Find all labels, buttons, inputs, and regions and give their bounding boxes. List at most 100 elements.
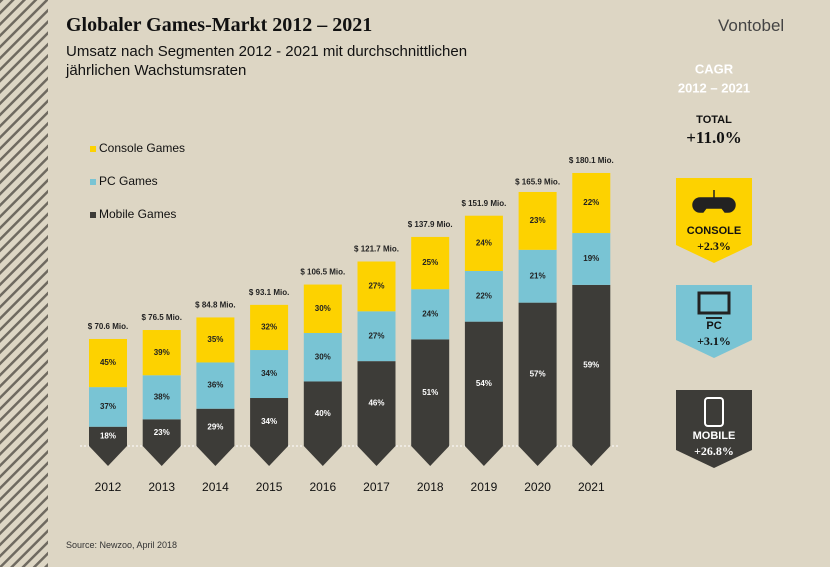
cagr-total-value: +11.0%	[686, 128, 742, 147]
x-tick-label: 2013	[148, 480, 175, 494]
bar-tip	[518, 446, 557, 466]
segment-label: 23%	[530, 216, 546, 225]
total-label: $ 180.1 Mio.	[569, 156, 614, 165]
segment-label: 18%	[100, 431, 116, 440]
bar-segment	[411, 339, 450, 446]
total-label: $ 76.5 Mio.	[141, 313, 181, 322]
legend-label: Mobile Games	[99, 207, 176, 221]
segment-label: 34%	[261, 417, 277, 426]
legend-label: Console Games	[99, 141, 185, 155]
bar-segment	[518, 249, 557, 303]
bar-tip	[250, 446, 289, 466]
cagr-box	[676, 285, 752, 358]
bar-segment	[518, 302, 557, 446]
x-tick-label: 2018	[417, 480, 444, 494]
subtitle: Umsatz nach Segmenten 2012 - 2021 mit du…	[66, 43, 468, 79]
stripe-border	[0, 0, 48, 567]
segment-label: 24%	[476, 238, 492, 247]
total-label: $ 121.7 Mio.	[354, 245, 399, 254]
bar-tip	[572, 446, 611, 466]
total-label: $ 165.9 Mio.	[515, 178, 560, 187]
cagr-item-label: CONSOLE	[687, 225, 741, 237]
bar-segment	[142, 375, 181, 420]
x-tick-label: 2014	[202, 480, 229, 494]
segment-label: 19%	[583, 254, 599, 263]
bar-segment	[250, 398, 289, 446]
x-tick-label: 2021	[578, 480, 605, 494]
bar-segment	[464, 321, 503, 446]
source: Source: Newzoo, April 2018	[66, 540, 178, 550]
bar-segment	[89, 387, 127, 427]
segment-label: 57%	[530, 369, 546, 378]
cagr-total-label: TOTAL	[696, 114, 732, 126]
x-tick-label: 2019	[471, 480, 498, 494]
bar-segment	[464, 215, 503, 271]
segment-label: 46%	[368, 399, 384, 408]
bar-segment	[250, 304, 289, 351]
cagr-item-value: +2.3%	[697, 239, 731, 253]
cagr-box	[676, 390, 752, 468]
segment-label: 27%	[368, 331, 384, 340]
bar-segment	[303, 381, 342, 446]
logo: Vontobel	[718, 16, 785, 35]
bar-segment	[572, 172, 611, 234]
segment-label: 34%	[261, 369, 277, 378]
x-tick-label: 2012	[95, 480, 122, 494]
cagr-item-label: MOBILE	[693, 430, 736, 442]
bar-segment	[411, 236, 450, 290]
bar-segment	[518, 191, 557, 250]
segment-label: 24%	[422, 309, 438, 318]
bar-tip	[357, 446, 396, 466]
segment-label: 39%	[154, 348, 170, 357]
cagr-item-label: PC	[706, 320, 721, 332]
segment-label: 45%	[100, 358, 116, 367]
bar-tip	[303, 446, 342, 466]
segment-label: 59%	[583, 361, 599, 370]
bar-segment	[464, 270, 503, 322]
bar-segment	[196, 362, 235, 409]
legend-swatch	[90, 179, 96, 185]
segment-label: 35%	[207, 335, 223, 344]
bar-segment	[572, 284, 611, 446]
x-tick-label: 2016	[309, 480, 336, 494]
segment-label: 23%	[154, 428, 170, 437]
segment-label: 37%	[100, 402, 116, 411]
total-label: $ 106.5 Mio.	[300, 268, 345, 277]
segment-label: 22%	[476, 291, 492, 300]
bar-segment	[303, 284, 342, 333]
total-label: $ 84.8 Mio.	[195, 301, 235, 310]
bar-segment	[357, 311, 396, 362]
segment-label: 21%	[530, 271, 546, 280]
bar-segment	[357, 261, 396, 312]
cagr-item-value: +3.1%	[697, 334, 731, 348]
x-tick-label: 2015	[256, 480, 283, 494]
bar-segment	[411, 289, 450, 340]
segment-label: 40%	[315, 409, 331, 418]
icon-phone	[704, 397, 724, 427]
x-tick-label: 2017	[363, 480, 390, 494]
segment-label: 22%	[583, 198, 599, 207]
segment-label: 36%	[207, 381, 223, 390]
segment-label: 27%	[368, 282, 384, 291]
bar-tip	[89, 446, 127, 466]
segment-label: 38%	[154, 392, 170, 401]
segment-label: 54%	[476, 379, 492, 388]
total-label: $ 151.9 Mio.	[461, 199, 506, 208]
bar-segment	[142, 419, 181, 446]
segment-label: 30%	[315, 352, 331, 361]
legend-swatch	[90, 146, 96, 152]
cagr-title: CAGR	[695, 61, 734, 76]
segment-label: 30%	[315, 304, 331, 313]
bar-segment	[89, 338, 127, 388]
icon-monitor	[697, 291, 731, 315]
bar-tip	[142, 446, 181, 466]
legend-swatch	[90, 212, 96, 218]
cagr-period: 2012 – 2021	[678, 80, 750, 95]
segment-label: 51%	[422, 388, 438, 397]
segment-label: 25%	[422, 258, 438, 267]
legend-label: PC Games	[99, 174, 158, 188]
bar-segment	[196, 317, 235, 363]
icon-gamepad	[692, 190, 736, 213]
